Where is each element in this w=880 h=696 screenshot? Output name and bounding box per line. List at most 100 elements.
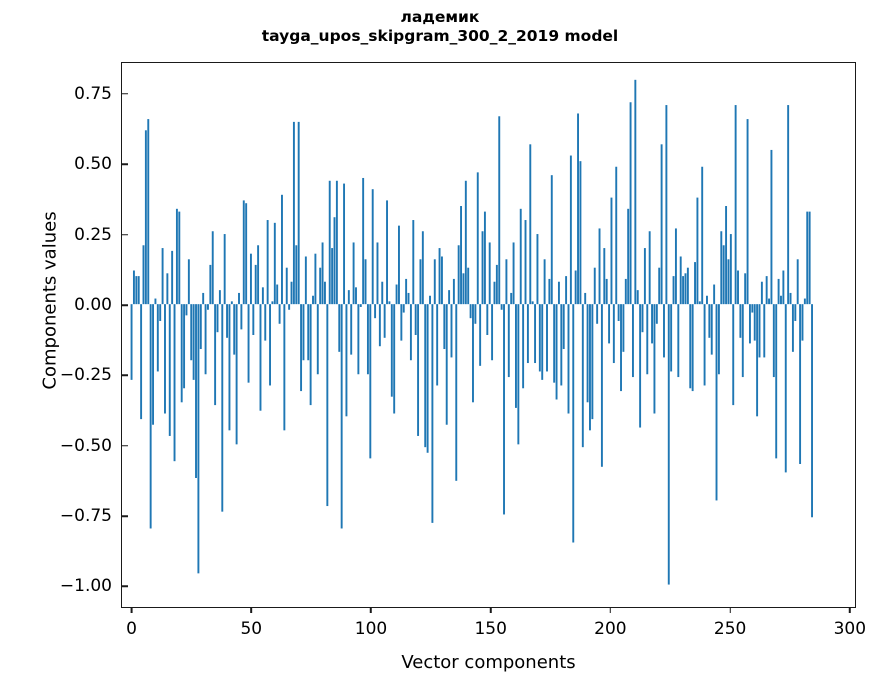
- bar: [514, 304, 517, 408]
- bar: [799, 304, 802, 464]
- bar: [727, 259, 730, 305]
- bar: [741, 304, 744, 378]
- bar: [550, 175, 553, 305]
- bar: [173, 304, 176, 462]
- bar: [803, 298, 806, 305]
- bar: [708, 304, 711, 338]
- bar: [426, 304, 429, 453]
- bar: [247, 304, 250, 383]
- bar: [417, 304, 420, 436]
- bar: [517, 304, 520, 445]
- bar: [249, 253, 252, 305]
- bar: [228, 304, 231, 431]
- bar: [347, 290, 350, 305]
- x-axis-tick-mark: [250, 607, 253, 613]
- bar: [433, 259, 436, 305]
- bar: [615, 166, 618, 305]
- bar: [696, 197, 699, 305]
- bar: [591, 304, 594, 420]
- bar: [503, 304, 505, 515]
- bar: [746, 119, 749, 305]
- bar: [300, 304, 303, 392]
- bar: [765, 276, 768, 305]
- bar: [187, 259, 190, 305]
- bar-series-canvas: [130, 79, 813, 585]
- bar: [801, 304, 804, 341]
- bar: [548, 278, 551, 305]
- bar: [732, 304, 735, 406]
- bar: [378, 304, 381, 347]
- bar: [495, 264, 498, 305]
- y-axis-tick-mark: [122, 233, 128, 236]
- bar: [569, 155, 572, 305]
- bar: [240, 304, 243, 330]
- bar: [620, 304, 622, 392]
- bar: [670, 304, 673, 372]
- bar: [791, 304, 794, 352]
- bar: [629, 102, 632, 305]
- bar: [763, 304, 766, 358]
- bar: [605, 278, 608, 305]
- bar: [553, 304, 556, 383]
- x-axis-tick: 50: [240, 607, 262, 639]
- bar: [698, 301, 701, 305]
- bar: [178, 211, 181, 305]
- bar: [235, 304, 238, 445]
- bar: [811, 304, 813, 518]
- bar: [507, 304, 510, 378]
- bar: [285, 267, 288, 305]
- chart-title: ладемик tayga_upos_skipgram_300_2_2019 m…: [0, 8, 880, 46]
- bar: [290, 281, 293, 305]
- y-axis-tick: −0.75: [60, 506, 128, 526]
- bar: [195, 304, 197, 479]
- bar: [555, 304, 558, 400]
- y-axis-tick-mark: [122, 515, 128, 517]
- y-axis-label: Components values: [39, 211, 61, 390]
- x-axis-tick-mark: [489, 607, 492, 613]
- x-axis-tick-label: 150: [474, 619, 507, 639]
- bar: [388, 301, 391, 305]
- bar: [663, 304, 665, 358]
- bar: [572, 304, 575, 543]
- bar: [352, 242, 355, 305]
- bar: [233, 304, 236, 355]
- bar: [684, 273, 687, 305]
- bar: [254, 264, 257, 305]
- y-axis-tick-label: 0.75: [74, 83, 112, 104]
- bar: [667, 304, 670, 585]
- bar: [376, 242, 379, 305]
- bar: [223, 234, 226, 305]
- bar: [350, 304, 353, 355]
- bar: [579, 161, 582, 305]
- x-axis-tick-label: 300: [833, 619, 867, 639]
- bar: [634, 79, 637, 305]
- bar: [560, 304, 563, 386]
- bar: [405, 278, 408, 305]
- bar: [309, 304, 312, 406]
- bar: [476, 172, 479, 305]
- bar: [631, 304, 634, 378]
- bar: [772, 304, 775, 378]
- y-axis-tick-mark: [122, 585, 128, 588]
- bar: [612, 304, 615, 364]
- bar: [701, 166, 704, 305]
- bar: [359, 304, 362, 307]
- bar: [409, 304, 412, 361]
- bar: [679, 256, 682, 305]
- bar: [192, 304, 195, 380]
- bar: [323, 281, 326, 305]
- bar: [469, 304, 472, 319]
- bar: [689, 304, 692, 389]
- bar: [374, 304, 377, 319]
- y-axis-tick-label: 0.25: [74, 224, 112, 245]
- bar: [536, 234, 539, 305]
- bar: [278, 304, 281, 324]
- x-axis-tick-label: 100: [354, 619, 388, 639]
- bar: [314, 253, 317, 305]
- bar: [307, 304, 310, 361]
- bar: [321, 242, 324, 305]
- bar: [758, 304, 761, 358]
- bar: [180, 304, 183, 403]
- bar: [312, 295, 314, 305]
